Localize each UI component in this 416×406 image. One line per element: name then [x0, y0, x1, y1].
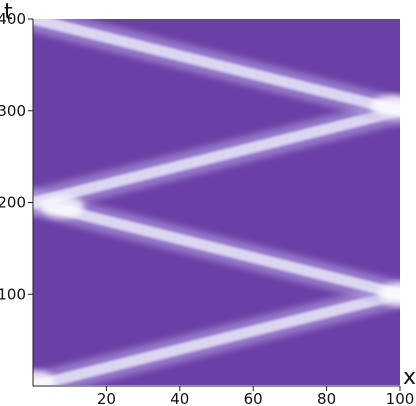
beam-2	[33, 189, 400, 308]
beam-2-core	[33, 197, 400, 300]
plot-background	[33, 19, 400, 385]
beam-1	[33, 281, 400, 385]
beam-3	[33, 97, 400, 216]
x-tick-label: 100	[386, 390, 415, 406]
x-axis-title: x	[403, 365, 416, 390]
x-tick-label: 20	[97, 390, 116, 406]
beam-layer	[33, 19, 400, 385]
bounce-point-3	[40, 196, 85, 219]
beam-1-core	[33, 288, 400, 385]
x-tick-label: 60	[244, 390, 263, 406]
y-tick-label: 400	[0, 10, 26, 28]
x-tick-label: 80	[317, 390, 336, 406]
y-axis-ticks: 100 200 300 400	[0, 10, 33, 303]
beam-4-core	[33, 19, 400, 117]
bounce-point-1	[33, 370, 55, 385]
x-tick-label: 40	[170, 390, 189, 406]
y-axis-title: t	[4, 0, 13, 25]
bounce-point-4	[370, 95, 400, 118]
y-tick-label: 100	[0, 285, 26, 303]
beam-4	[33, 19, 400, 124]
y-tick-label: 200	[0, 194, 26, 212]
bounce-point-2	[378, 283, 400, 306]
beam-3-core	[33, 105, 400, 208]
bounce-layer	[33, 95, 400, 385]
y-tick-label: 300	[0, 102, 26, 120]
x-axis-ticks: 20 40 60 80 100	[97, 386, 414, 406]
